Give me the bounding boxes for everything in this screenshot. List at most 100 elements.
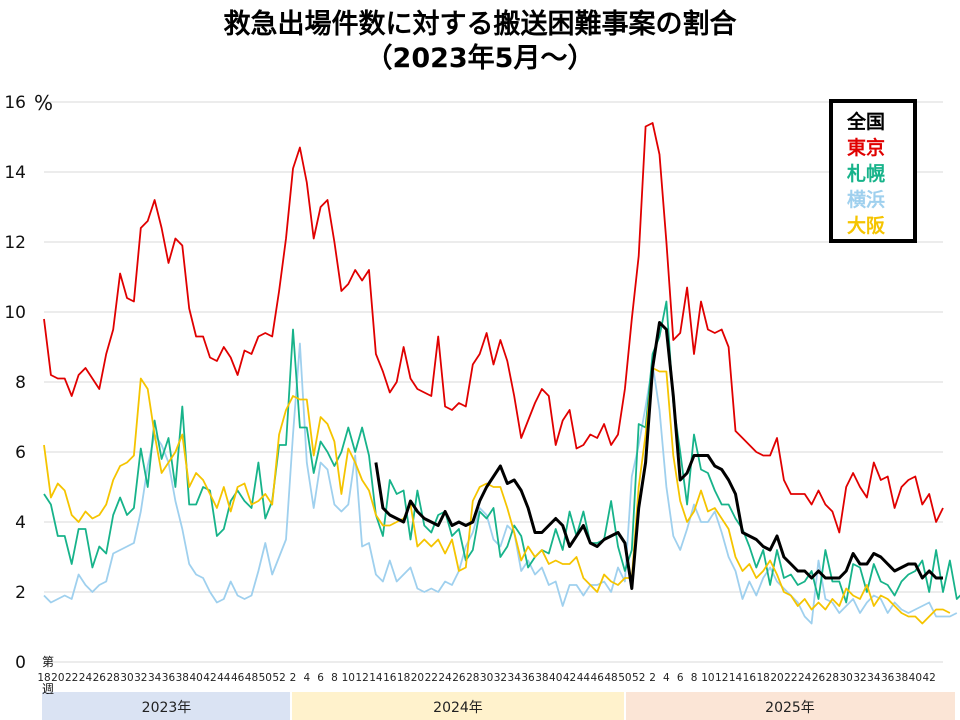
series-line-0 bbox=[374, 321, 943, 590]
x-tick-label: 24 bbox=[798, 672, 812, 684]
x-tick-label: 22 bbox=[425, 672, 438, 684]
x-tick-label: 26 bbox=[93, 672, 107, 684]
x-tick-label: 20 bbox=[411, 672, 424, 684]
x-tick-label: 14 bbox=[369, 672, 383, 684]
x-tick-label: 12 bbox=[355, 672, 368, 684]
x-tick-label: 10 bbox=[342, 672, 355, 684]
x-tick-label: 50 bbox=[259, 672, 272, 684]
x-tick-label: 22 bbox=[65, 672, 78, 684]
y-tick-label: 8 bbox=[15, 373, 26, 393]
chart-title-line1: 救急出場件数に対する搬送困難事案の割合 bbox=[223, 9, 737, 40]
x-tick-label: 30 bbox=[839, 672, 852, 684]
y-tick-label: 2 bbox=[15, 583, 26, 603]
x-tick-label: 32 bbox=[494, 672, 507, 684]
y-unit-label: % bbox=[34, 91, 53, 115]
x-tick-label: 6 bbox=[677, 672, 684, 684]
x-tick-label: 10 bbox=[701, 672, 714, 684]
x-tick-label: 20 bbox=[51, 672, 64, 684]
x-tick-label: 8 bbox=[331, 672, 338, 684]
x-tick-label: 26 bbox=[812, 672, 826, 684]
chart-title: 救急出場件数に対する搬送困難事案の割合 （2023年5月～） bbox=[0, 8, 960, 76]
x-tick-label: 16 bbox=[743, 672, 757, 684]
x-tick-label: 40 bbox=[909, 672, 922, 684]
x-tick-label: 40 bbox=[549, 672, 562, 684]
x-tick-label: 18 bbox=[397, 672, 410, 684]
x-tick-label: 28 bbox=[466, 672, 479, 684]
legend-entry: 横浜 bbox=[847, 188, 885, 211]
x-tick-label: 36 bbox=[162, 672, 176, 684]
x-tick-label: 18 bbox=[37, 672, 50, 684]
y-tick-label: 12 bbox=[4, 233, 26, 253]
x-tick-label: 6 bbox=[317, 672, 324, 684]
legend-entry: 全国 bbox=[846, 110, 885, 133]
x-tick-label: 34 bbox=[148, 672, 162, 684]
x-tick-label: 34 bbox=[508, 672, 522, 684]
y-tick-label: 10 bbox=[4, 303, 26, 323]
x-tick-label: 52 bbox=[272, 672, 285, 684]
x-tick-label: 4 bbox=[303, 672, 310, 684]
x-tick-label: 50 bbox=[618, 672, 631, 684]
y-tick-label: 14 bbox=[4, 163, 26, 183]
x-tick-label: 46 bbox=[591, 672, 605, 684]
x-tick-label: 20 bbox=[770, 672, 783, 684]
x-tick-label: 32 bbox=[853, 672, 866, 684]
legend-box bbox=[829, 99, 917, 243]
x-axis-week-label-top: 第 bbox=[42, 655, 54, 669]
x-tick-label: 32 bbox=[134, 672, 147, 684]
legend-entry: 東京 bbox=[847, 136, 885, 159]
year-band-segment bbox=[625, 692, 955, 720]
x-tick-label: 38 bbox=[895, 672, 908, 684]
x-tick-label: 44 bbox=[217, 672, 231, 684]
year-label: 2024年 bbox=[433, 700, 483, 716]
y-tick-label: 4 bbox=[15, 513, 26, 533]
year-label: 2023年 bbox=[142, 700, 192, 716]
series-line-2 bbox=[43, 300, 960, 604]
y-tick-label: 0 bbox=[15, 653, 26, 673]
x-tick-label: 34 bbox=[867, 672, 881, 684]
x-tick-label: 42 bbox=[563, 672, 576, 684]
year-band: 2023年 2024年 2025年 bbox=[42, 692, 955, 720]
x-tick-label: 30 bbox=[120, 672, 133, 684]
x-tick-label: 24 bbox=[438, 672, 452, 684]
x-tick-label: 40 bbox=[189, 672, 202, 684]
series-layer bbox=[43, 122, 960, 625]
x-tick-label: 14 bbox=[729, 672, 743, 684]
x-tick-label: 38 bbox=[176, 672, 189, 684]
x-tick-label: 38 bbox=[535, 672, 548, 684]
year-band-segment bbox=[42, 692, 291, 720]
x-tick-label: 48 bbox=[245, 672, 258, 684]
series-line-1 bbox=[43, 122, 944, 534]
x-tick-label: 28 bbox=[826, 672, 839, 684]
legend-entry: 札幌 bbox=[846, 162, 885, 185]
y-axis: 0 2 4 6 8 10 12 14 16% bbox=[4, 91, 53, 673]
x-tick-label: 44 bbox=[577, 672, 591, 684]
x-tick-label: 26 bbox=[452, 672, 466, 684]
x-tick-label: 42 bbox=[922, 672, 935, 684]
x-tick-label: 36 bbox=[521, 672, 535, 684]
x-tick-label: 48 bbox=[604, 672, 617, 684]
x-tick-label: 24 bbox=[79, 672, 93, 684]
x-tick-label: 28 bbox=[106, 672, 119, 684]
x-tick-label: 18 bbox=[757, 672, 770, 684]
series-line-3 bbox=[43, 342, 958, 625]
x-tick-label: 2 bbox=[290, 672, 297, 684]
series-line-4 bbox=[43, 367, 951, 625]
x-axis-week-label-bottom: 週 bbox=[42, 682, 54, 696]
x-tick-label: 4 bbox=[663, 672, 670, 684]
x-tick-label: 30 bbox=[480, 672, 493, 684]
x-tick-label: 46 bbox=[231, 672, 245, 684]
legend-entry: 大阪 bbox=[847, 214, 886, 237]
year-label: 2025年 bbox=[765, 700, 815, 716]
y-tick-label: 6 bbox=[15, 443, 26, 463]
x-tick-label: 42 bbox=[203, 672, 216, 684]
grid-lines bbox=[44, 101, 943, 663]
year-band-segment bbox=[291, 692, 625, 720]
x-tick-label: 8 bbox=[691, 672, 698, 684]
x-tick-label: 12 bbox=[715, 672, 728, 684]
x-tick-label: 36 bbox=[881, 672, 895, 684]
y-tick-label: 16 bbox=[4, 93, 26, 113]
x-tick-label: 22 bbox=[784, 672, 797, 684]
